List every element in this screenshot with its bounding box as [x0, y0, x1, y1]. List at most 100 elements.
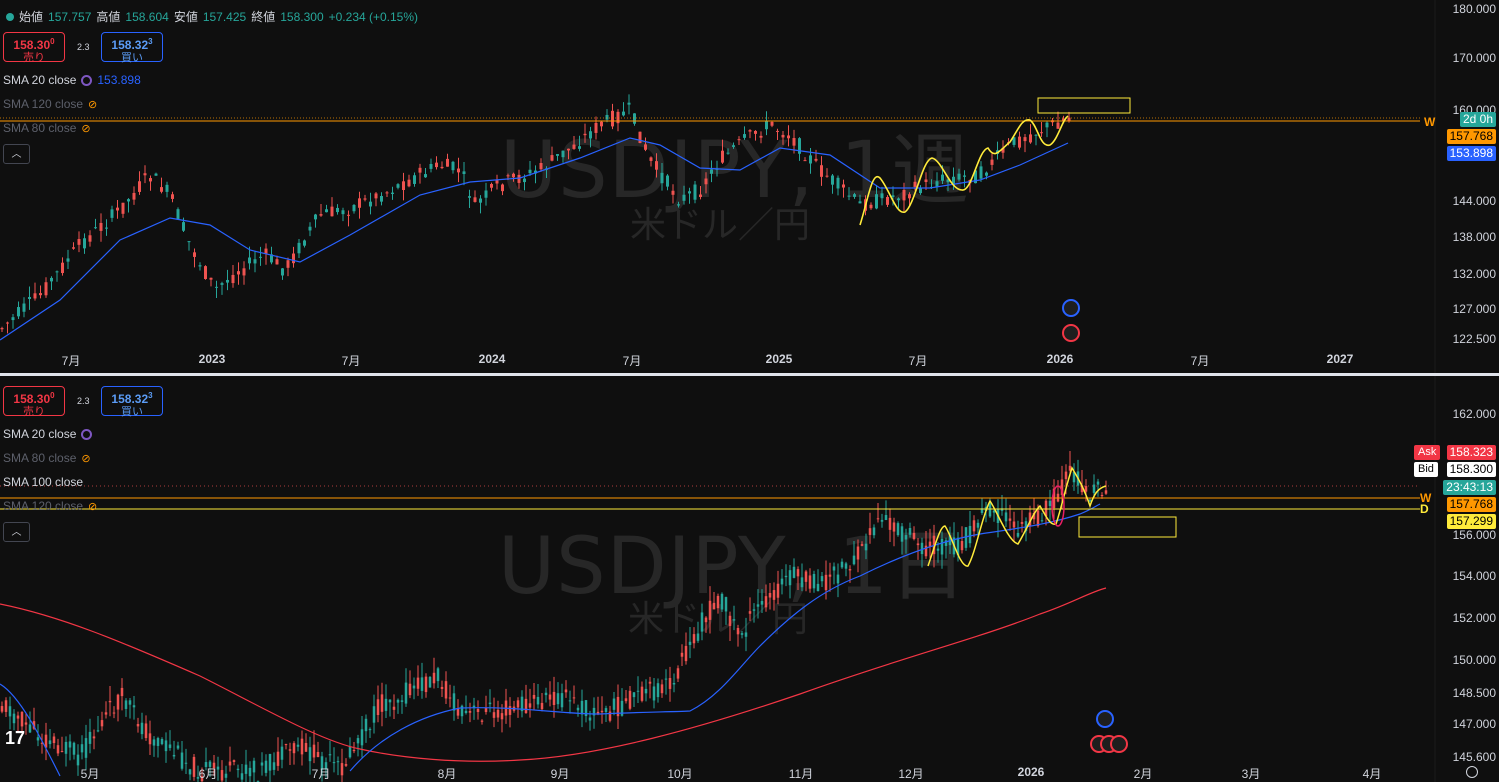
weekly-plot[interactable]: [0, 0, 1499, 373]
weekly-time-tick: 2025: [765, 352, 793, 366]
daily-countdown-tag: 23:43:13: [1443, 480, 1496, 495]
weekly-time-tick: 2024: [478, 352, 506, 366]
low-label: 安値: [173, 10, 198, 24]
weekly-candle-body: [105, 227, 108, 229]
eye-hidden-icon[interactable]: ⊘: [88, 98, 98, 111]
refresh-icon[interactable]: [81, 74, 93, 86]
pane-divider[interactable]: [0, 373, 1499, 376]
collapse-legend-button[interactable]: ︿: [3, 144, 30, 164]
weekly-candle-body: [710, 169, 713, 174]
daily-candle-body: [292, 743, 296, 754]
daily-candle-body: [404, 682, 408, 704]
daily-candle-body: [536, 696, 540, 705]
weekly-candle-body: [116, 207, 119, 211]
weekly-zigzag-drawing: [859, 115, 1069, 226]
daily-candle-body: [748, 611, 752, 614]
weekly-candle-body: [215, 286, 218, 288]
daily-watermark: USDJPY, 1日: [498, 522, 968, 612]
eye-hidden-icon[interactable]: ⊘: [81, 122, 91, 135]
weekly-candle-body: [600, 121, 603, 127]
weekly-candle-body: [875, 194, 878, 209]
daily-price-tick: 147.000: [1452, 717, 1496, 731]
settings-gear-icon[interactable]: [1466, 766, 1478, 778]
weekly-sma20-legend[interactable]: SMA 20 close 153.898: [3, 73, 141, 87]
economic-event-icon[interactable]: [1110, 735, 1128, 753]
daily-candle-body: [548, 694, 552, 700]
daily-candle-body: [76, 754, 80, 766]
weekly-candle-body: [83, 238, 86, 249]
refresh-icon[interactable]: [81, 428, 93, 440]
collapse-legend-button[interactable]: ︿: [3, 522, 30, 542]
tradingview-logo-icon[interactable]: 17: [5, 728, 26, 748]
weekly-candle-body: [17, 307, 20, 317]
daily-sma100-legend[interactable]: SMA 100 close: [3, 475, 84, 489]
weekly-candle-body: [605, 114, 609, 120]
us-flag-event-icon[interactable]: [1062, 299, 1080, 317]
daily-candle-body: [368, 729, 372, 731]
daily-candle-body: [864, 543, 868, 551]
weekly-candle-body: [803, 160, 807, 162]
economic-event-icon[interactable]: [1062, 324, 1080, 342]
weekly-candle-body: [792, 138, 796, 146]
daily-candle-body: [388, 699, 392, 703]
ask-price-tag: 158.323: [1446, 445, 1496, 460]
daily-candle-body: [764, 596, 768, 608]
daily-candle-body: [888, 517, 892, 530]
daily-candle-body: [720, 593, 724, 610]
daily-sma120-legend[interactable]: SMA 120 close ⊘: [3, 499, 98, 513]
weekly-candle-body: [880, 193, 884, 199]
daily-candle-body: [152, 739, 156, 746]
eye-hidden-icon[interactable]: ⊘: [88, 500, 98, 513]
weekly-time-tick: 2027: [1326, 352, 1354, 366]
weekly-candle-body: [396, 184, 400, 188]
weekly-candle-body: [72, 247, 75, 249]
daily-candle-body: [780, 578, 784, 585]
daily-candle-body: [704, 617, 708, 623]
weekly-candle-body: [550, 155, 554, 161]
daily-candle-body: [668, 678, 672, 689]
daily-candle-body: [1048, 500, 1052, 507]
daily-candle-body: [1032, 512, 1036, 520]
weekly-candle-body: [990, 159, 994, 165]
weekly-chart-pane[interactable]: USDJPY, 1週 米ドル／円 始値 157.757 高値 158.604 安値 1…: [0, 0, 1499, 373]
weekly-candle-body: [231, 274, 235, 284]
eye-hidden-icon[interactable]: ⊘: [81, 452, 91, 465]
us-flag-event-icon[interactable]: [1096, 710, 1114, 728]
weekly-candle-body: [39, 293, 42, 296]
daily-sma80-legend[interactable]: SMA 80 close ⊘: [3, 451, 91, 465]
daily-candle-body: [348, 746, 352, 758]
daily-candle-body: [312, 744, 316, 758]
daily-candle-body: [1044, 500, 1048, 517]
sell-button[interactable]: 158.300 売り: [3, 386, 65, 418]
daily-plot[interactable]: [0, 376, 1499, 782]
daily-candle-body: [540, 702, 544, 710]
daily-candle-body: [456, 708, 460, 716]
daily-candle-body: [804, 571, 808, 582]
weekly-candle-body: [985, 172, 988, 176]
weekly-candle-body: [292, 253, 295, 264]
daily-candle-body: [1104, 490, 1108, 494]
daily-candle-body: [56, 745, 60, 754]
weekly-candle-body: [974, 170, 977, 184]
weekly-candle-body: [270, 254, 273, 263]
weekly-candle-body: [418, 167, 422, 173]
buy-button[interactable]: 158.323 買い: [101, 32, 163, 64]
weekly-candle-body: [1040, 132, 1043, 134]
daily-candle-body: [400, 700, 404, 702]
daily-candle-body: [320, 756, 324, 770]
weekly-sma80-legend[interactable]: SMA 80 close ⊘: [3, 121, 91, 135]
weekly-candle-body: [127, 199, 130, 202]
weekly-sma120-legend[interactable]: SMA 120 close ⊘: [3, 97, 98, 111]
ask-label-tag: Ask: [1414, 445, 1441, 460]
buy-button[interactable]: 158.323 買い: [101, 386, 163, 418]
weekly-candle-body: [187, 241, 191, 243]
daily-candle-body: [180, 752, 184, 769]
weekly-time-tick: 2026: [1046, 352, 1074, 366]
daily-candle-body: [672, 682, 676, 685]
daily-chart-pane[interactable]: USDJPY, 1日 米ドル／円 158.300 売り 2.3 158.323 …: [0, 376, 1499, 782]
sell-button[interactable]: 158.300 売り: [3, 32, 65, 64]
weekly-candle-body: [1018, 136, 1021, 148]
daily-sma20-legend[interactable]: SMA 20 close: [3, 427, 93, 441]
weekly-candle-body: [1001, 147, 1005, 153]
weekly-candle-body: [831, 175, 834, 185]
